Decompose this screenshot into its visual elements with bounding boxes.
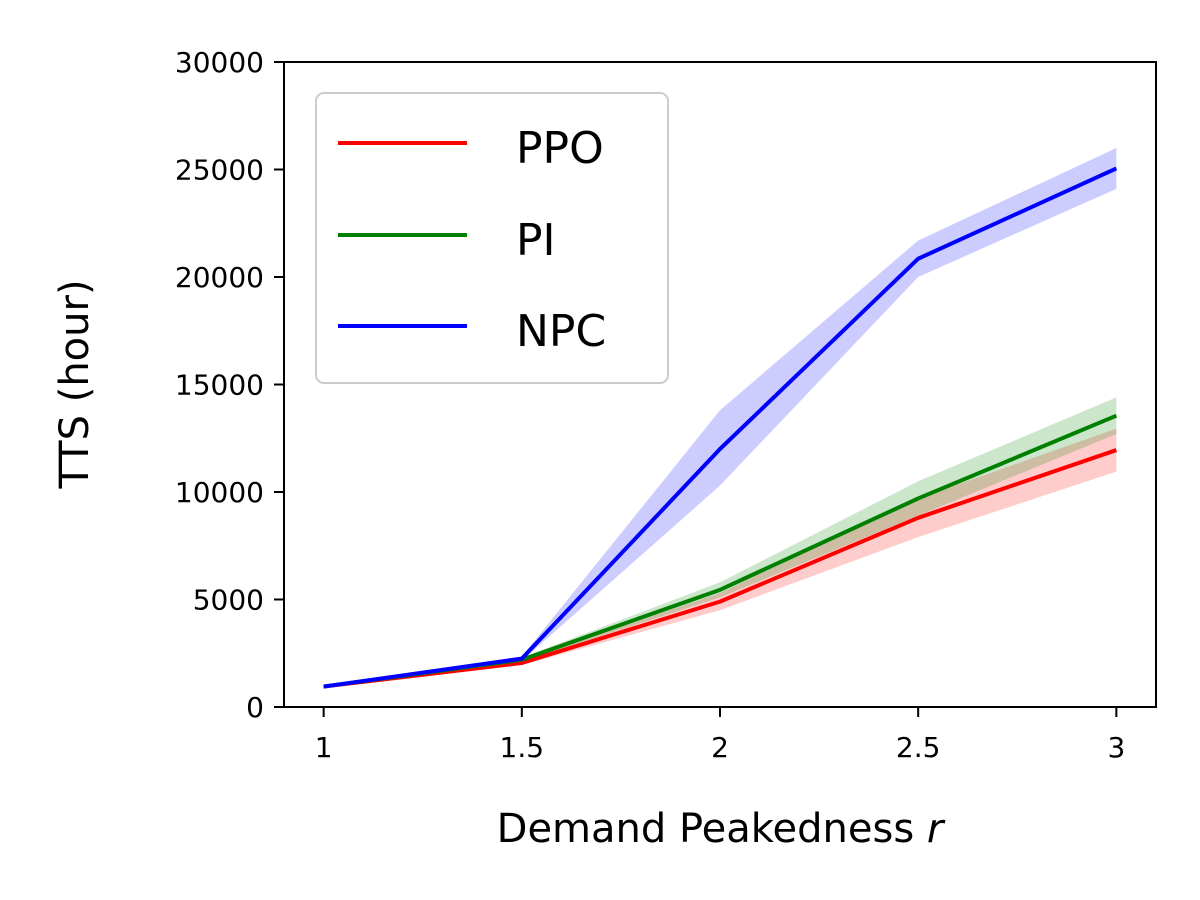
y-axis-label: TTS (hour) (52, 279, 98, 489)
x-tick-label: 1.5 (500, 731, 545, 764)
x-axis-label-text: Demand Peakedness (497, 806, 915, 852)
y-tick-label: 25000 (175, 154, 264, 187)
x-axis-label-var: r (927, 806, 946, 852)
legend-box (315, 92, 669, 384)
band-npc (323, 148, 1117, 688)
x-tick-label: 3 (1107, 731, 1125, 764)
y-tick-label: 10000 (175, 476, 264, 509)
x-tick-label: 2 (711, 731, 729, 764)
y-tick-label: 5000 (193, 584, 264, 617)
x-tick-label: 1 (315, 731, 333, 764)
legend-label-npc: NPC (516, 306, 606, 357)
legend-label-pi: PI (516, 215, 556, 266)
y-tick-label: 0 (246, 691, 264, 724)
legend: PPO PI NPC (315, 92, 669, 384)
y-tick-label: 30000 (175, 46, 264, 79)
y-tick-label: 20000 (175, 261, 264, 294)
y-tick-label: 15000 (175, 369, 264, 402)
x-axis-ticks: 1 1.5 2 2.5 3 (315, 707, 1125, 764)
series-lines (323, 166, 1118, 689)
x-axis-label: Demand Peakedness r (497, 806, 946, 852)
confidence-bands (323, 148, 1117, 688)
legend-label-ppo: PPO (516, 123, 604, 174)
y-axis-ticks: 0 5000 10000 15000 20000 25000 30000 (175, 46, 284, 724)
x-tick-label: 2.5 (896, 731, 941, 764)
